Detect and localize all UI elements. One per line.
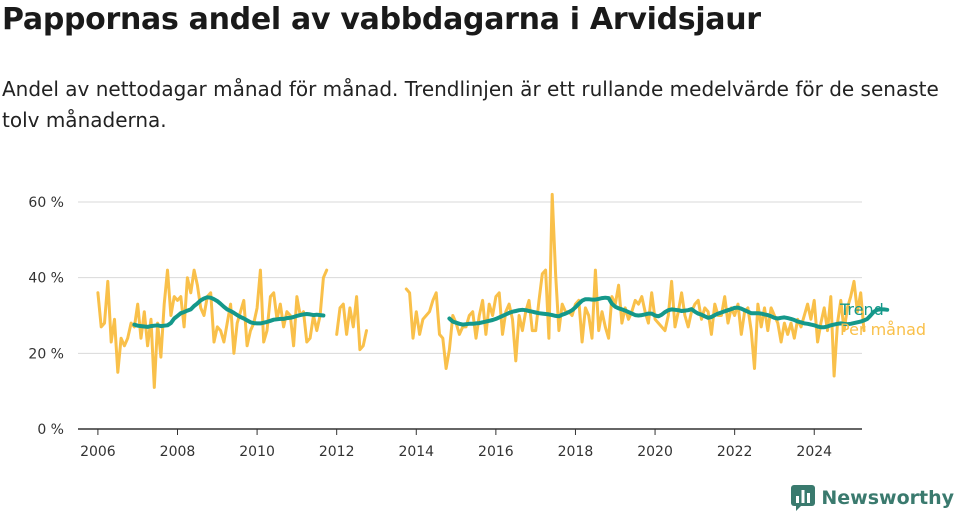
chart-title: Pappornas andel av vabbdagarna i Arvidsj… (2, 2, 761, 37)
newsworthy-brand: Newsworthy (790, 484, 954, 512)
monthly-share-line (335, 295, 368, 352)
x-tick-label: 2006 (80, 444, 116, 460)
x-tick-label: 2022 (717, 444, 753, 460)
x-tick-label: 2014 (398, 444, 434, 460)
x-tick-label: 2008 (160, 444, 196, 460)
y-axis-ticks: 0 % 20 % 40 % 60 % (28, 195, 64, 438)
trend-line (447, 295, 890, 330)
x-tick-label: 2020 (637, 444, 673, 460)
x-tick-label: 2012 (319, 444, 355, 460)
x-axis: 2006 2008 2010 2012 2014 2016 2018 2020 2022 2024 (78, 428, 862, 460)
legend-trend: Trend (839, 300, 884, 319)
x-tick-label: 2016 (478, 444, 514, 460)
y-tick-label: 20 % (28, 346, 64, 362)
chart-subtitle: Andel av nettodagar månad för månad. Tre… (2, 77, 939, 132)
x-tick-label: 2010 (239, 444, 275, 460)
newsworthy-logo-icon (791, 485, 816, 511)
x-tick-label: 2024 (796, 444, 832, 460)
trend-line (132, 295, 326, 329)
brand-name: Newsworthy (821, 487, 954, 509)
y-tick-label: 0 % (37, 422, 64, 438)
y-tick-label: 60 % (28, 195, 64, 211)
series-layer (96, 192, 890, 389)
monthly-share-line (404, 192, 866, 378)
y-tick-label: 40 % (28, 271, 64, 287)
x-tick-label: 2018 (558, 444, 594, 460)
monthly-share-line (96, 268, 329, 389)
grid-lines (78, 201, 862, 354)
legend-per-manad: Per månad (840, 320, 926, 339)
